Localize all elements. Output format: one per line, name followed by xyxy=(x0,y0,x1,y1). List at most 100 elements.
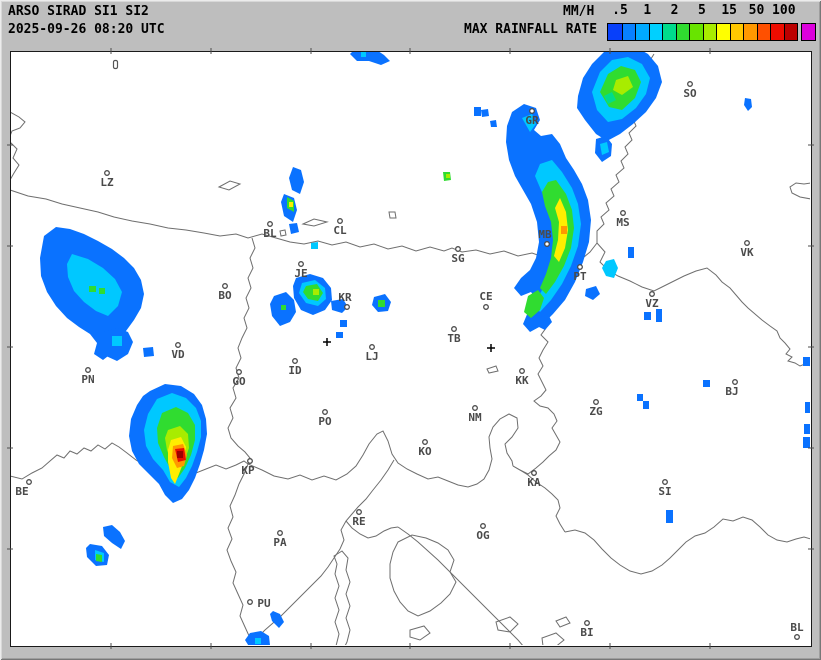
city-label-BL: BL xyxy=(790,621,804,634)
city-label-JE: JE xyxy=(294,267,307,280)
city-label-OG: OG xyxy=(476,529,490,542)
radar-echo xyxy=(744,98,752,111)
border-cro-coast xyxy=(397,526,523,645)
border-alps-nw2 xyxy=(11,142,20,180)
lake-outline xyxy=(217,180,242,191)
border-island-b xyxy=(495,616,519,633)
city-marker-SI xyxy=(662,479,668,485)
scale-cell-7 xyxy=(702,24,716,40)
city-marker-VD xyxy=(175,342,181,348)
radar-site-cross xyxy=(487,344,495,352)
border-kolpa xyxy=(512,465,566,533)
lake-outline xyxy=(486,365,499,374)
border-slo-cro-east xyxy=(512,295,564,475)
city-marker-GO xyxy=(236,369,242,375)
city-marker-PT xyxy=(577,264,583,270)
scale-cell-10 xyxy=(743,24,757,40)
radar-echo xyxy=(255,638,261,644)
city-label-MS: MS xyxy=(616,216,629,229)
radar-echo xyxy=(67,254,122,316)
radar-echo xyxy=(643,401,649,409)
lake-outline xyxy=(301,218,329,227)
city-label-SG: SG xyxy=(451,252,465,265)
scale-cell-2 xyxy=(635,24,649,40)
border-coast-nw xyxy=(11,442,249,480)
city-marker-TB xyxy=(451,326,457,332)
city-label-MB: MB xyxy=(538,228,552,241)
scale-tick-label-5: 5 xyxy=(697,3,706,18)
radar-echo xyxy=(803,357,810,366)
scale-tick-label-1: 1 xyxy=(643,3,652,18)
city-marker-BO xyxy=(222,283,228,289)
city-marker-KA xyxy=(531,470,537,476)
city-marker-KR xyxy=(344,304,350,310)
radar-echo xyxy=(613,76,633,95)
city-marker-PU xyxy=(247,599,253,605)
lake-outline xyxy=(279,229,287,237)
city-label-RE: RE xyxy=(352,515,365,528)
radar-echo xyxy=(289,223,299,234)
border-north xyxy=(11,189,598,261)
border-island-d xyxy=(555,616,571,628)
city-label-BJ: BJ xyxy=(725,385,738,398)
radar-echo xyxy=(378,300,385,307)
radar-echo xyxy=(340,320,347,327)
border-alps-nw1 xyxy=(11,111,26,135)
radar-echo xyxy=(804,424,810,434)
radar-echo xyxy=(644,312,651,320)
city-marker-VZ xyxy=(649,291,655,297)
radar-echo xyxy=(350,52,390,65)
map-frame xyxy=(10,51,812,647)
city-label-KK: KK xyxy=(515,374,529,387)
radar-echo xyxy=(361,52,366,57)
city-marker-LZ xyxy=(104,170,110,176)
scale-cell-0 xyxy=(608,24,622,40)
border-re-bay xyxy=(345,520,399,539)
radar-echo xyxy=(112,336,122,346)
city-label-BI: BI xyxy=(580,626,593,639)
city-marker-KP xyxy=(247,458,253,464)
city-label-PN: PN xyxy=(81,373,94,386)
city-label-ID: ID xyxy=(288,364,302,377)
city-marker-OG xyxy=(480,523,486,529)
city-marker-NM xyxy=(472,405,478,411)
city-label-VK: VK xyxy=(740,246,754,259)
scale-cell-3 xyxy=(648,24,662,40)
scale-tick-label-100: 100 xyxy=(772,3,796,18)
city-marker-RE xyxy=(356,509,362,515)
city-marker-SG xyxy=(455,246,461,252)
radar-echo xyxy=(506,104,591,332)
city-marker-ID xyxy=(292,358,298,364)
scale-cell-1 xyxy=(621,24,635,40)
city-label-PU: PU xyxy=(257,597,271,610)
scale-cell-6 xyxy=(689,24,703,40)
radar-echo xyxy=(96,554,102,562)
border-vk-hook xyxy=(789,182,810,200)
city-label-CL: CL xyxy=(333,224,347,237)
city-label-NM: NM xyxy=(468,411,482,424)
city-marker-JE xyxy=(298,261,304,267)
city-marker-SO xyxy=(687,81,693,87)
city-marker-GR xyxy=(529,108,535,114)
city-label-PT: PT xyxy=(573,270,587,283)
border-istria-east xyxy=(249,459,395,645)
city-label-LJ: LJ xyxy=(365,350,378,363)
scale-cell-12 xyxy=(770,24,784,40)
city-marker-PA xyxy=(277,530,283,536)
scale-cell-11 xyxy=(756,24,770,40)
radar-echo xyxy=(289,202,293,207)
city-marker-BE xyxy=(26,479,32,485)
radar-echo xyxy=(803,437,810,448)
radar-echo xyxy=(703,380,710,387)
border-island-a xyxy=(409,625,431,641)
radar-echo xyxy=(177,488,186,495)
city-label-SI: SI xyxy=(658,485,671,498)
radar-echo xyxy=(89,286,96,292)
radar-echo xyxy=(313,289,319,295)
radar-echo xyxy=(331,299,348,313)
border-cro-bih xyxy=(564,516,810,575)
rainfall-color-scale xyxy=(607,23,798,41)
scale-cell-13 xyxy=(783,24,797,40)
